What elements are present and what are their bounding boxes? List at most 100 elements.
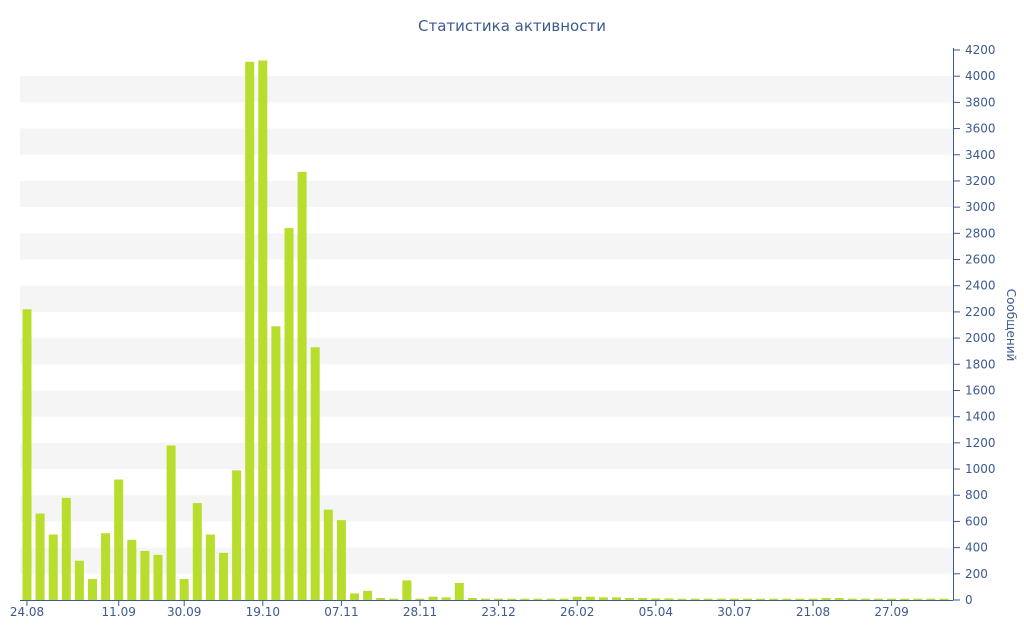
bar [834,598,844,600]
bar [258,60,268,600]
y-tick-label: 3800 [965,95,996,109]
bar [703,598,713,600]
axes-group: 0 200 400 600 800 1000 1200 1400 1600 1800 2000 220… [10,43,996,619]
bar [153,554,163,600]
bar [926,598,936,600]
bar [690,598,700,600]
bar [651,598,661,600]
y-tick-label: 4200 [965,43,996,57]
bar [756,598,766,600]
grid-band [20,442,953,470]
y-tick-label: 1600 [965,383,996,397]
bar [769,598,779,600]
bar [428,596,438,600]
grid-band [20,76,953,103]
x-tick-label: 05.04 [639,605,673,619]
bar [860,598,870,600]
bar [179,579,189,600]
grid-band [20,495,953,522]
y-tick-label: 200 [965,567,988,581]
y-tick-label: 4000 [965,69,996,83]
x-tick-label: 11.09 [102,605,136,619]
bar [821,598,831,600]
y-tick-label: 2000 [965,331,996,345]
bar [48,534,58,600]
x-tick-label: 24.08 [10,605,44,619]
bar [716,598,726,600]
bar [782,598,792,600]
grid-band [20,390,953,417]
bar [808,598,818,600]
bar [127,539,137,600]
bar [205,534,215,600]
bar [664,598,674,600]
bar [625,598,635,600]
bar [284,228,294,600]
y-tick-label: 0 [965,593,973,607]
y-tick-label: 2600 [965,253,996,267]
x-tick-label: 23.12 [481,605,515,619]
bar [74,560,84,600]
bar [363,590,373,600]
y-tick-label: 3000 [965,200,996,214]
bar [585,596,595,600]
bar [232,470,242,600]
bar [297,171,307,601]
grid-band [20,128,953,155]
chart-title: Статистика активности [418,17,606,35]
bar [729,598,739,600]
bar [61,497,71,600]
bar [35,513,45,600]
bar [22,309,32,600]
bar [402,580,412,600]
bar [887,598,897,600]
bar [271,326,281,600]
y-tick-label: 3200 [965,174,996,188]
bar [336,520,346,600]
y-tick-label: 2800 [965,226,996,240]
y-tick-label: 1200 [965,436,996,450]
bar [598,597,608,600]
bar [441,597,451,600]
bar [874,598,883,600]
bar [638,598,648,600]
y-tick-label: 800 [965,488,988,502]
y-tick-label: 3600 [965,122,996,136]
grid-band [20,338,953,365]
bar [847,598,857,600]
bar [559,598,569,600]
bar [913,598,923,600]
bar [350,593,359,600]
bar [219,552,228,600]
x-tick-label: 30.09 [167,605,201,619]
bar [192,503,202,600]
bar [245,61,255,601]
bar [743,598,752,600]
bars-group [22,60,949,601]
y-axis-label: Сообщений [1004,289,1018,362]
bar [546,598,556,600]
bar [533,598,543,600]
x-tick-label: 07.11 [324,605,358,619]
bar [520,598,530,600]
bar [481,598,490,600]
bar [572,596,582,600]
x-tick-label: 27.09 [874,605,908,619]
grid-band [20,233,953,260]
bar [376,598,386,600]
bar [612,597,621,600]
x-tick-label: 19.10 [246,605,280,619]
bar [467,598,477,600]
y-tick-label: 600 [965,514,988,528]
y-tick-label: 1800 [965,357,996,371]
bar [166,445,176,600]
y-tick-label: 2400 [965,279,996,293]
bar [310,347,320,600]
x-tick-label: 28.11 [403,605,437,619]
x-tick-label: 21.08 [796,605,830,619]
bar [507,598,517,600]
bar [795,598,805,600]
y-tick-label: 1400 [965,410,996,424]
